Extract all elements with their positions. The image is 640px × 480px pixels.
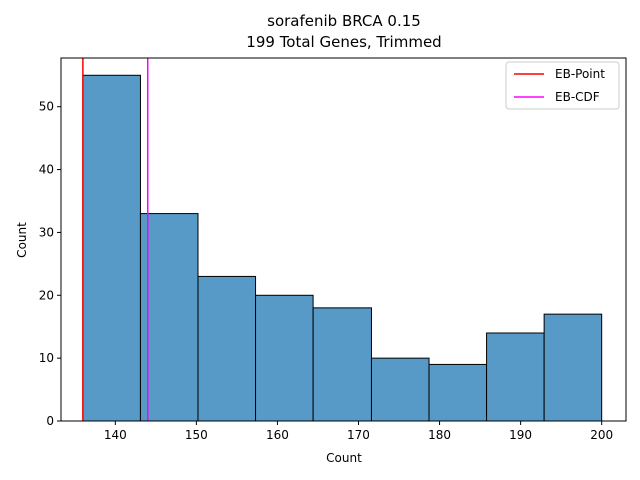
chart-title-line2: 199 Total Genes, Trimmed xyxy=(246,33,441,51)
y-tick-label: 40 xyxy=(39,163,54,177)
y-tick-label: 30 xyxy=(39,225,54,239)
y-tick-label: 0 xyxy=(46,414,54,428)
histogram-bar xyxy=(82,74,141,422)
x-axis-label: Count xyxy=(326,451,362,465)
x-tick-label: 150 xyxy=(185,428,208,442)
y-tick-label: 20 xyxy=(39,288,54,302)
legend-label-eb-cdf: EB-CDF xyxy=(555,90,600,104)
x-tick-label: 200 xyxy=(590,428,613,442)
x-tick-label: 180 xyxy=(428,428,451,442)
legend-label-eb-point: EB-Point xyxy=(555,67,605,81)
histogram-bar xyxy=(312,307,372,422)
histogram-bar xyxy=(139,213,199,422)
plot-area-frame xyxy=(60,57,627,422)
x-tick-label: 140 xyxy=(104,428,127,442)
histogram-bar xyxy=(543,313,603,422)
histogram-bar xyxy=(197,275,257,422)
y-axis-label: Count xyxy=(15,222,29,258)
histogram-bar xyxy=(255,294,314,422)
x-tick-label: 170 xyxy=(347,428,370,442)
bars-group xyxy=(82,74,603,422)
histogram-bar xyxy=(370,357,430,422)
y-tick-label: 10 xyxy=(39,351,54,365)
x-tick-label: 190 xyxy=(509,428,532,442)
reference-lines-group xyxy=(82,58,149,421)
histogram-bar xyxy=(486,332,545,422)
y-axis-ticks: 0 10 20 30 40 50 xyxy=(39,100,61,428)
legend: EB-Point EB-CDF xyxy=(505,61,620,110)
y-tick-label: 50 xyxy=(39,100,54,114)
x-axis-ticks: 140 150 160 170 180 190 200 xyxy=(104,421,613,442)
histogram-bar xyxy=(428,363,488,422)
x-tick-label: 160 xyxy=(266,428,289,442)
chart-title-line1: sorafenib BRCA 0.15 xyxy=(267,12,421,30)
